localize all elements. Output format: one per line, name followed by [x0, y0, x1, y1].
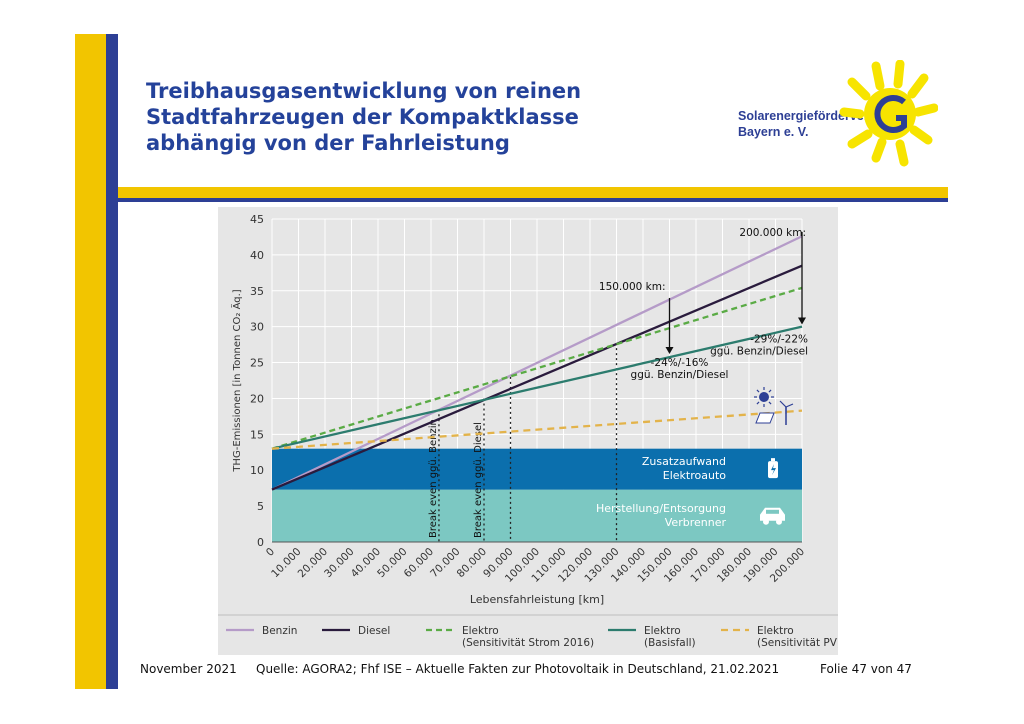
- annotation-note: ggü. Benzin/Diesel: [631, 369, 729, 381]
- band-label: Elektroauto: [663, 469, 726, 482]
- legend-label: (Sensitivität Strom 2016): [462, 637, 594, 649]
- slide-title: Treibhausgasentwicklung von reinen Stadt…: [146, 78, 706, 156]
- car-icon: [760, 507, 785, 521]
- y-tick-label: 5: [257, 500, 264, 513]
- battery-icon-cap: [771, 458, 775, 462]
- annotation-arrowhead: [665, 346, 674, 354]
- pv-sun-ray-icon: [756, 401, 760, 405]
- annotation-arrowhead: [798, 317, 806, 325]
- series-line-0: [271, 235, 803, 491]
- pv-sun-ray-icon: [768, 401, 772, 405]
- legend-label: Diesel: [358, 625, 390, 637]
- series-line-2: [271, 286, 803, 450]
- slide-title-line-1: Treibhausgasentwicklung von reinen: [146, 79, 582, 103]
- legend-label: Elektro: [462, 625, 499, 637]
- y-tick-label: 25: [250, 357, 264, 370]
- y-axis-title: THG-Emissionen [in Tonnen CO₂ Äq.]: [230, 289, 243, 472]
- slide-title-line-3: abhängig von der Fahrleistung: [146, 131, 510, 155]
- left-accent-bar-blue: [106, 34, 118, 689]
- car-wheel-icon: [776, 518, 782, 525]
- pv-sun-ray-icon: [756, 389, 760, 393]
- legend-label: (Basisfall): [644, 637, 696, 649]
- car-wheel-icon: [763, 518, 769, 525]
- sun-logo-icon: [839, 60, 938, 167]
- annotation-note: ggü. Benzin/Diesel: [710, 346, 808, 358]
- annotation-label: 150.000 km:: [599, 281, 666, 293]
- solar-panel-icon: [755, 412, 775, 424]
- wind-turbine-blade-icon: [779, 400, 787, 408]
- y-tick-label: 35: [250, 285, 264, 298]
- y-tick-label: 10: [250, 464, 264, 477]
- pv-sun-ray-icon: [768, 389, 772, 393]
- y-tick-label: 45: [250, 213, 264, 226]
- band-0: [272, 489, 802, 542]
- left-accent-bar-yellow: [75, 34, 106, 689]
- footer-source: Quelle: AGORA2; Fhf ISE – Aktuelle Fakte…: [256, 662, 780, 676]
- annotation-note: -29%/-22%: [750, 334, 808, 346]
- x-axis-title: Lebensfahrleistung [km]: [470, 593, 604, 606]
- y-tick-label: 20: [250, 392, 264, 405]
- car-window-icon: [766, 509, 779, 514]
- pv-sun-icon: [759, 392, 769, 402]
- y-tick-label: 15: [250, 428, 264, 441]
- legend-label: Elektro: [757, 625, 794, 637]
- battery-bolt-icon: [771, 464, 776, 476]
- footer-page-number: Folie 47 von 47: [820, 662, 912, 676]
- band-label: Zusatzaufwand: [642, 455, 726, 468]
- series-line-1: [271, 264, 803, 491]
- band-1: [272, 448, 802, 490]
- break-even-label: Break even ggü. Benzin: [428, 419, 439, 538]
- series-line-4: [271, 409, 803, 450]
- annotation-note: -24%/-16%: [651, 357, 709, 369]
- y-tick-label: 0: [257, 536, 264, 549]
- chart-container: Herstellung/Entsorgung Verbrenner Zusatzau…: [218, 207, 841, 655]
- y-tick-label: 30: [250, 321, 264, 334]
- header-divider-blue: [118, 198, 948, 202]
- annotation-label: 200.000 km:: [739, 227, 806, 239]
- y-tick-label: 40: [250, 249, 264, 262]
- wind-turbine-blade-icon: [785, 403, 794, 408]
- header-divider-yellow: [118, 187, 948, 198]
- footer-date: November 2021: [140, 662, 237, 676]
- break-even-label: Break even ggü. Diesel: [473, 422, 484, 538]
- legend-label: (Sensitivität PV): [757, 637, 838, 649]
- legend-label: Elektro: [644, 625, 681, 637]
- series-line-3: [271, 325, 803, 450]
- org-name-line-2: Bayern e. V.: [738, 125, 809, 139]
- band-label: Verbrenner: [665, 516, 727, 529]
- slide-title-line-2: Stadtfahrzeugen der Kompaktklasse: [146, 105, 579, 129]
- band-label: Herstellung/Entsorgung: [596, 502, 726, 515]
- legend-label: Benzin: [262, 625, 297, 637]
